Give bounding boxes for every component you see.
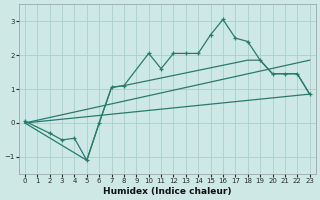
X-axis label: Humidex (Indice chaleur): Humidex (Indice chaleur) — [103, 187, 232, 196]
